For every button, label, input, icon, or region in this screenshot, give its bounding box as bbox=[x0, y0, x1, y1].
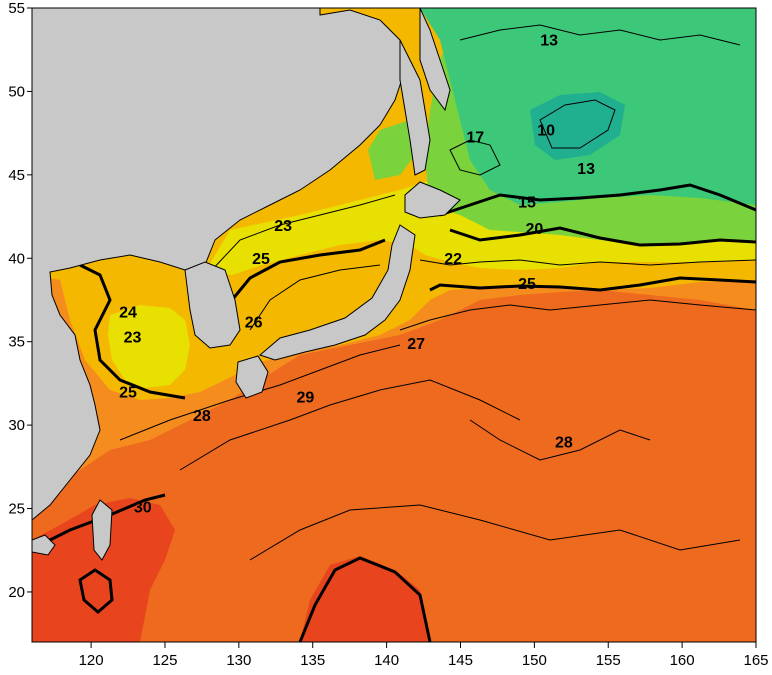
x-tick-label: 150 bbox=[522, 652, 547, 669]
contour-label: 23 bbox=[274, 218, 292, 235]
contour-27 bbox=[399, 299, 756, 331]
contour-label: 13 bbox=[577, 161, 595, 178]
land-hokkaido bbox=[404, 181, 461, 219]
x-tick-label: 165 bbox=[743, 652, 768, 669]
contour-label: 27 bbox=[407, 336, 425, 353]
y-tick-label: 35 bbox=[8, 334, 25, 351]
contour-29 bbox=[179, 379, 521, 471]
band-hottest-sw bbox=[32, 498, 175, 642]
band-mild-yellowsea bbox=[108, 305, 190, 388]
minor-contours bbox=[119, 24, 756, 561]
contour-label: 25 bbox=[518, 276, 536, 293]
contour-label: 28 bbox=[555, 435, 573, 452]
land-hainan bbox=[32, 534, 56, 556]
x-tick-label: 130 bbox=[226, 652, 251, 669]
contour-15 bbox=[439, 183, 756, 217]
y-tick-label: 25 bbox=[8, 501, 25, 518]
x-tick-label: 120 bbox=[79, 652, 104, 669]
contour-20 bbox=[449, 226, 756, 247]
land-honshu bbox=[259, 224, 416, 361]
land bbox=[32, 8, 461, 561]
contour-label: 13 bbox=[540, 33, 558, 50]
x-tick-label: 160 bbox=[670, 652, 695, 669]
contour-28-east bbox=[469, 419, 651, 461]
contour-label: 17 bbox=[466, 129, 484, 146]
land-kamchatka bbox=[419, 8, 451, 112]
contour-22 bbox=[419, 259, 756, 266]
land-korea bbox=[184, 261, 241, 349]
contour-label: 20 bbox=[525, 221, 543, 238]
y-tick-label: 50 bbox=[8, 83, 25, 100]
contour-26 bbox=[249, 264, 381, 331]
band-coldest bbox=[530, 92, 625, 160]
contour-28 bbox=[119, 344, 401, 441]
contour-label: 22 bbox=[444, 251, 462, 268]
contour-label: 15 bbox=[518, 194, 536, 211]
y-tick-label: 40 bbox=[8, 250, 25, 267]
x-tick-label: 135 bbox=[300, 652, 325, 669]
contour-17 bbox=[449, 139, 501, 176]
y-axis: 55 50 45 40 35 30 25 20 bbox=[8, 0, 32, 601]
contour-10 bbox=[539, 99, 616, 149]
x-tick-label: 155 bbox=[596, 652, 621, 669]
contour-label: 26 bbox=[245, 315, 263, 332]
y-tick-label: 20 bbox=[8, 584, 25, 601]
contour-label: 30 bbox=[134, 500, 152, 517]
major-contours bbox=[39, 183, 756, 642]
contour-label: 25 bbox=[119, 385, 137, 402]
contour-30-south bbox=[298, 556, 432, 642]
land-taiwan bbox=[91, 499, 113, 561]
contour-30-eddy bbox=[78, 568, 114, 614]
contour-25-yellowsea bbox=[79, 263, 186, 400]
land-sakhalin bbox=[399, 39, 431, 176]
band-cool-japansea bbox=[368, 120, 415, 180]
x-tick-label: 125 bbox=[152, 652, 177, 669]
x-axis: 120 125 130 135 140 145 150 155 160 165 bbox=[79, 642, 769, 669]
land-kyushu bbox=[235, 355, 269, 399]
y-tick-label: 30 bbox=[8, 417, 25, 434]
contour-23 bbox=[209, 194, 396, 273]
contour-25-east bbox=[429, 276, 756, 292]
contour-29-b bbox=[249, 504, 741, 561]
contour-label: 29 bbox=[296, 390, 314, 407]
contour-13 bbox=[459, 24, 741, 46]
contour-label: 23 bbox=[124, 330, 142, 347]
x-tick-label: 145 bbox=[448, 652, 473, 669]
contour-label: 25 bbox=[252, 251, 270, 268]
y-tick-label: 55 bbox=[8, 0, 25, 17]
plot-frame bbox=[31, 7, 757, 643]
contour-label: 24 bbox=[119, 305, 137, 322]
contour-label: 10 bbox=[537, 123, 555, 140]
contour-label: 28 bbox=[193, 408, 211, 425]
contour-25-japansea bbox=[230, 238, 386, 301]
x-tick-label: 140 bbox=[374, 652, 399, 669]
y-tick-label: 45 bbox=[8, 167, 25, 184]
